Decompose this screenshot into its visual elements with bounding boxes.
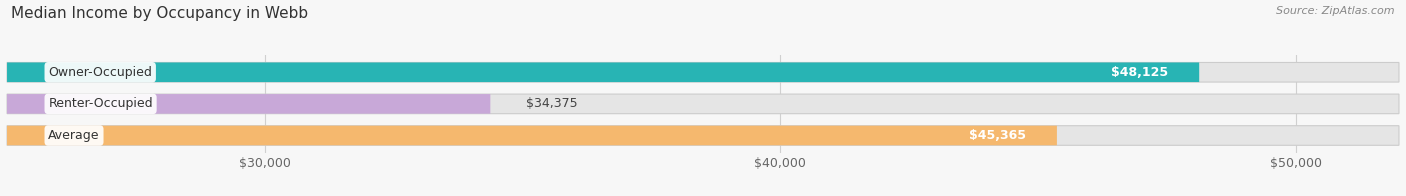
Text: Average: Average — [48, 129, 100, 142]
Text: Owner-Occupied: Owner-Occupied — [48, 66, 152, 79]
Text: $34,375: $34,375 — [526, 97, 578, 110]
FancyBboxPatch shape — [7, 63, 1199, 82]
FancyBboxPatch shape — [7, 126, 1399, 145]
Text: Renter-Occupied: Renter-Occupied — [48, 97, 153, 110]
Text: Source: ZipAtlas.com: Source: ZipAtlas.com — [1277, 6, 1395, 16]
Text: Median Income by Occupancy in Webb: Median Income by Occupancy in Webb — [11, 6, 308, 21]
FancyBboxPatch shape — [7, 126, 1057, 145]
FancyBboxPatch shape — [7, 63, 1399, 82]
FancyBboxPatch shape — [7, 94, 491, 114]
FancyBboxPatch shape — [7, 94, 1399, 114]
Text: $45,365: $45,365 — [969, 129, 1026, 142]
Text: $48,125: $48,125 — [1111, 66, 1168, 79]
